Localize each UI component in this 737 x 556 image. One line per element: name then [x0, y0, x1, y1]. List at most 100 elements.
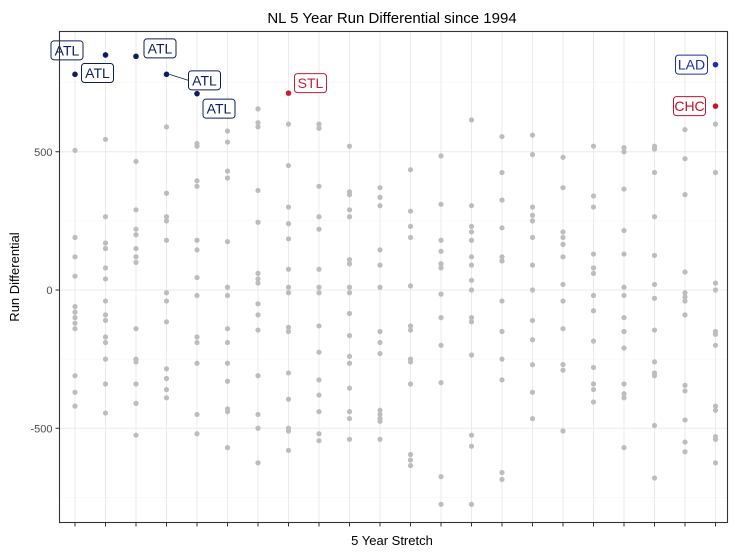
data-point [621, 284, 627, 290]
data-point [590, 270, 597, 277]
data-point [194, 237, 200, 243]
data-point [560, 154, 566, 160]
data-point [285, 324, 292, 330]
data-point [438, 201, 444, 207]
data-point [712, 403, 719, 409]
data-point [255, 276, 261, 282]
data-point [316, 349, 322, 355]
data-point [529, 212, 536, 218]
data-point [377, 411, 383, 418]
data-point [407, 223, 414, 230]
data-point [651, 146, 658, 152]
data-point [133, 207, 139, 213]
data-point [712, 331, 719, 337]
data-point [590, 193, 597, 199]
data-point [255, 312, 261, 318]
data-point [407, 381, 414, 387]
data-point [529, 204, 536, 210]
data-point [651, 214, 658, 220]
data-point [194, 292, 200, 299]
data-point [468, 432, 475, 438]
data-point [224, 445, 231, 451]
data-point [163, 124, 170, 130]
data-point [102, 317, 109, 324]
data-point [163, 366, 170, 372]
data-point [407, 208, 414, 214]
data-point [468, 287, 475, 293]
data-point [316, 183, 322, 189]
label-text-lad: LAD [678, 57, 705, 73]
highlight-labels: ATL ATL ATL ATL ATL STL LAD CHC [50, 38, 708, 119]
data-point [133, 381, 139, 387]
data-point [194, 247, 200, 253]
data-point [316, 377, 322, 383]
data-point [468, 262, 475, 268]
data-point [712, 407, 719, 413]
data-point [346, 436, 353, 442]
data-point [133, 158, 139, 165]
data-point [194, 339, 200, 346]
data-point [651, 169, 658, 176]
data-point [346, 256, 353, 263]
data-point [346, 284, 353, 290]
data-point [163, 190, 170, 196]
data-point [468, 254, 475, 260]
data-point [621, 149, 627, 155]
data-point [529, 132, 536, 138]
data-point [651, 281, 658, 288]
label-box-atl [202, 98, 236, 119]
data-point [224, 339, 231, 346]
highlight-point-stl [285, 90, 292, 96]
data-point [163, 237, 170, 243]
data-point [499, 356, 505, 362]
label-box-stl [294, 73, 327, 94]
label-text-chc: CHC [674, 98, 704, 114]
data-point [285, 447, 292, 453]
data-point [499, 133, 505, 140]
data-point [316, 431, 322, 437]
data-point [346, 192, 353, 198]
data-point [712, 287, 719, 293]
label-text-atl: ATL [192, 72, 217, 88]
data-point [72, 273, 78, 279]
y-axis-title: Run Differential [7, 232, 22, 321]
data-point [255, 106, 261, 112]
data-point [407, 323, 414, 329]
data-point [499, 469, 505, 476]
label-text-atl: ATL [148, 40, 173, 56]
data-point [346, 385, 353, 391]
highlight-point-chc [712, 103, 719, 109]
data-point [133, 259, 139, 265]
data-point [316, 266, 322, 272]
data-point [316, 226, 322, 232]
data-point [224, 284, 231, 290]
data-point [346, 360, 353, 366]
x-axis [74, 522, 716, 527]
data-point [468, 117, 475, 123]
data-point [133, 226, 139, 232]
data-point [621, 315, 627, 321]
data-point [316, 409, 322, 415]
data-point [499, 377, 505, 383]
data-point [468, 443, 475, 449]
data-point [560, 326, 566, 332]
data-point [438, 501, 444, 507]
data-point [590, 338, 597, 344]
data-point [285, 396, 292, 402]
label-text-stl: STL [298, 75, 324, 91]
data-point [468, 229, 475, 235]
label-box-atl [143, 38, 177, 59]
data-point [377, 194, 383, 200]
data-point [102, 265, 109, 271]
data-point [72, 303, 78, 310]
data-point [316, 290, 322, 296]
data-point [163, 386, 170, 393]
data-point [255, 270, 261, 277]
data-point [682, 388, 688, 394]
data-point [682, 290, 688, 296]
data-point [102, 214, 109, 220]
data-point [560, 281, 566, 288]
data-point [407, 359, 414, 365]
data-point [590, 292, 597, 299]
data-point [285, 121, 292, 127]
